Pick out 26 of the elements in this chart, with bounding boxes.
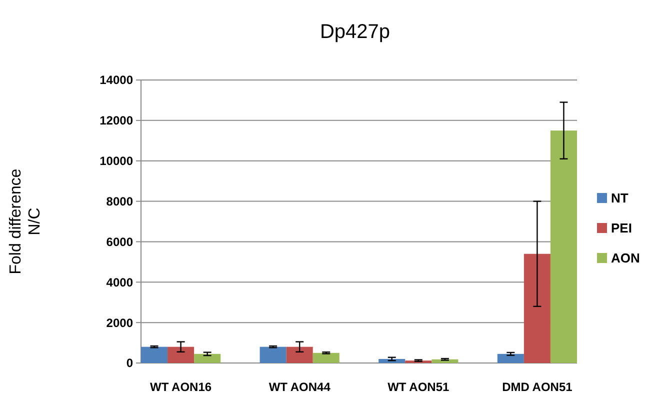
bar [497, 354, 524, 363]
bar [550, 130, 577, 363]
bar [194, 354, 221, 363]
legend-label: NT [611, 190, 628, 206]
bar [312, 352, 340, 363]
legend-label: AON [611, 250, 640, 266]
y-tick-label: 2000 [106, 316, 134, 330]
y-tick-label: 0 [126, 356, 134, 370]
y-tick-label: 6000 [106, 234, 134, 249]
x-tick-label: WT AON44 [268, 380, 331, 394]
y-tick-label: 8000 [106, 194, 134, 208]
chart-title: Dp427p [320, 21, 390, 43]
bar [168, 346, 194, 363]
x-tick-label: WT AON16 [150, 380, 212, 394]
legend-label: PEI [611, 220, 632, 236]
bar [524, 254, 550, 363]
bar [260, 346, 286, 363]
y-tick-label: 4000 [106, 275, 134, 290]
bar [141, 346, 168, 363]
y-tick-label: 12000 [100, 114, 134, 128]
y-axis-title: Fold difference N/C [7, 168, 44, 274]
y-tick-label: 14000 [100, 73, 134, 88]
x-tick-label: DMD AON51 [502, 380, 573, 394]
bar [286, 346, 313, 363]
y-tick-label: 10000 [100, 154, 134, 168]
x-tick-label: WT AON51 [388, 380, 450, 394]
